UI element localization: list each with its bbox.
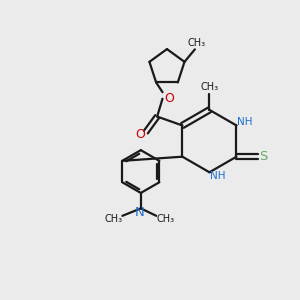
Text: NH: NH (210, 171, 226, 181)
Text: NH: NH (237, 117, 253, 127)
Text: N: N (134, 206, 144, 219)
Text: CH₃: CH₃ (104, 214, 122, 224)
Text: S: S (259, 150, 267, 163)
Text: CH₃: CH₃ (187, 38, 206, 48)
Text: O: O (164, 92, 174, 105)
Text: CH₃: CH₃ (200, 82, 218, 92)
Text: CH₃: CH₃ (156, 214, 174, 224)
Text: O: O (136, 128, 146, 141)
